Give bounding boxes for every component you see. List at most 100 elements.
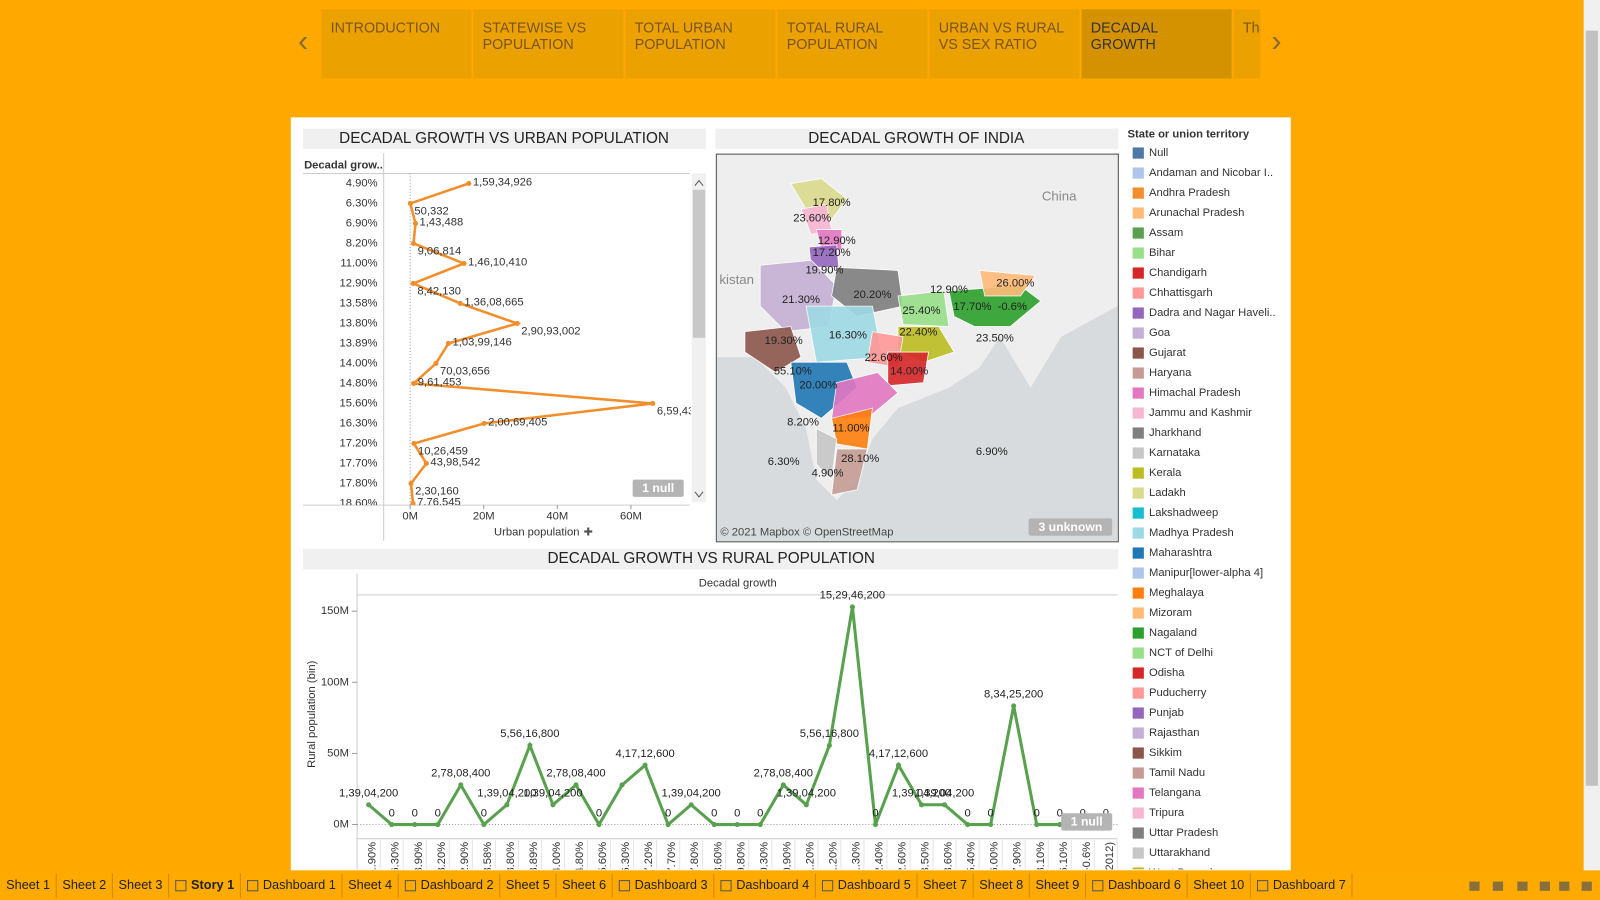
x-tick-label: 5.40% — [966, 842, 978, 874]
x-tick-label: 2.90% — [459, 842, 471, 874]
legend-label: Puducherry — [1149, 687, 1207, 699]
legend-swatch — [1132, 747, 1144, 759]
y-tick-label: 17.70% — [339, 457, 377, 469]
map-label: 12.90% — [818, 235, 856, 247]
toolbar-icon[interactable] — [1559, 881, 1570, 891]
story-tab[interactable]: DECADAL GROWTH — [1081, 9, 1232, 79]
story-tab[interactable]: TOTAL RURAL POPULATION — [777, 9, 928, 79]
map-label: 16.30% — [829, 330, 867, 342]
legend-swatch — [1132, 587, 1144, 599]
toolbar-icon[interactable] — [1469, 881, 1480, 891]
story-tab-label: DECADAL GROWTH — [1090, 19, 1158, 53]
data-label: 7,76,545 — [417, 496, 461, 508]
data-label: 1,39,04,200 — [915, 788, 974, 800]
map-label: 20.00% — [799, 380, 837, 392]
x-tick-label: 1.90% — [367, 842, 379, 874]
y-tick-label: 16.30% — [339, 417, 377, 429]
legend-label: Ladakh — [1149, 487, 1186, 499]
data-label: 0 — [665, 807, 671, 819]
story-tab-label: Tha — [1242, 19, 1260, 36]
data-label: 9,61,453 — [418, 376, 462, 388]
data-label: 0 — [757, 807, 763, 819]
story-tab[interactable]: INTRODUCTION — [321, 9, 472, 79]
legend-label: Sikkim — [1149, 747, 1182, 759]
point — [481, 821, 487, 828]
point — [445, 340, 451, 347]
axis-header: Decadal grow.. — [304, 159, 383, 171]
legend-swatch — [1132, 307, 1144, 319]
data-label: 0 — [1057, 807, 1063, 819]
y-tick-label: 100M — [321, 676, 349, 688]
toolbar-icon[interactable] — [1581, 881, 1592, 891]
legend-label: Dadra and Nagar Haveli.. — [1149, 307, 1276, 319]
x-tick-label: 3.80% — [505, 842, 517, 874]
point — [757, 821, 763, 828]
data-label: 1,43,488 — [420, 216, 464, 228]
map-label: 11.00% — [832, 423, 869, 435]
plot: 1.90% 6.30% 3.90% 8.20% 2.90% 3.58% 3.80% 3.89%… — [339, 590, 1118, 874]
prev-arrow[interactable]: ‹ — [298, 24, 308, 58]
x-tick-label: 6.30% — [390, 842, 402, 874]
point — [1057, 821, 1063, 828]
story-tab[interactable]: TOTAL URBAN POPULATION — [625, 9, 776, 79]
data-label: 2,78,08,400 — [754, 768, 813, 780]
title-bar — [715, 128, 1119, 149]
sheet-tab-icon — [404, 880, 417, 892]
data-label: 0 — [1034, 807, 1040, 819]
legend-label: Mizoram — [1149, 607, 1192, 619]
x-tick-label: 8.20% — [436, 842, 448, 874]
legend-swatch — [1132, 807, 1144, 819]
sheet-tab-bar — [0, 870, 1600, 900]
story-tab[interactable]: URBAN VS RURAL VS SEX RATIO — [929, 9, 1080, 79]
legend-swatch — [1132, 607, 1144, 619]
x-tick-label: 60M — [620, 510, 642, 522]
data-label: 9,06,814 — [418, 246, 462, 258]
unknown-badge-text: 3 unknown — [1038, 520, 1102, 534]
legend-label: West Bengal — [1149, 867, 1212, 879]
legend-swatch — [1132, 727, 1144, 739]
data-label: 0 — [734, 807, 740, 819]
legend-swatch — [1132, 667, 1144, 679]
map-region — [831, 448, 868, 496]
data-label: 10,26,459 — [418, 446, 468, 458]
y-tick-label: 17.20% — [339, 437, 377, 449]
point — [596, 821, 602, 828]
next-arrow[interactable]: › — [1271, 24, 1281, 58]
chart-title: DECADAL GROWTH VS URBAN POPULATION — [339, 130, 669, 147]
legend-label: Himachal Pradesh — [1149, 387, 1241, 399]
toolbar-icon[interactable] — [1492, 881, 1504, 891]
data-label: 2,78,08,400 — [431, 768, 490, 780]
data-label: 15,29,46,200 — [820, 590, 886, 602]
data-label: 0 — [988, 807, 994, 819]
map-label: 17.70% — [953, 301, 991, 313]
legend: Null Andaman and Nicobar I.. Andhra Prades… — [1132, 147, 1276, 879]
story-tab[interactable]: STATEWISE VS POPULATION — [473, 9, 624, 79]
data-label: 6,59,43,402 — [657, 406, 716, 418]
story-tab[interactable]: Tha — [1233, 9, 1261, 79]
sheet-tab-label: Sheet 6 — [562, 877, 606, 892]
toolbar-icon[interactable] — [1517, 881, 1528, 891]
sheet-tab-icon — [247, 880, 259, 892]
x-tick-label: 1.20% — [827, 842, 839, 874]
page-scrollbar-thumb[interactable] — [1585, 30, 1598, 786]
x-tick-label: 4.80% — [574, 842, 586, 874]
axis-title: Rural population (bin) — [306, 660, 318, 768]
y-tick-label: 14.00% — [339, 357, 377, 369]
point — [619, 782, 625, 788]
legend-label: Karnataka — [1149, 447, 1201, 459]
map-region — [744, 326, 802, 373]
sheet-tab-icon — [720, 880, 732, 892]
sheet-tab-icon — [1257, 880, 1269, 892]
point — [642, 762, 648, 768]
unknown-badge — [1028, 518, 1113, 536]
x-tick-label: 4.00% — [551, 842, 563, 874]
data-label: 2,30,160 — [415, 486, 459, 498]
legend-swatch — [1132, 527, 1144, 539]
point — [895, 762, 902, 768]
toolbar-icon[interactable] — [1539, 881, 1550, 891]
data-label: 1,39,04,200 — [892, 788, 951, 800]
point — [412, 821, 418, 828]
legend-swatch — [1132, 507, 1144, 519]
legend-swatch — [1132, 467, 1144, 479]
scrollbar-thumb[interactable] — [692, 189, 706, 338]
